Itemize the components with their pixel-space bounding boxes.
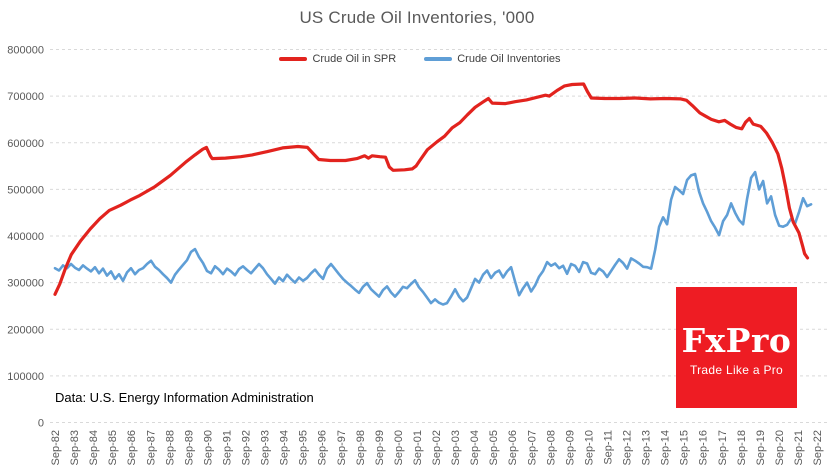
data-source-note: Data: U.S. Energy Information Administra…	[55, 390, 314, 405]
y-axis-tick-label: 600000	[7, 138, 44, 150]
x-axis-tick-label: Sep-20	[774, 430, 786, 465]
series-line-crude-oil-in-spr	[53, 82, 810, 296]
fxpro-logo: FxPro Trade Like a Pro	[676, 287, 797, 408]
legend-line-swatch	[279, 57, 308, 61]
legend-item: Crude Oil in SPR	[279, 53, 396, 65]
x-axis-tick-label: Sep-92	[241, 430, 253, 465]
x-axis-tick-label: Sep-86	[126, 430, 138, 465]
chart-title: US Crude Oil Inventories, '000	[299, 8, 535, 27]
x-axis-tick-label: Sep-85	[107, 430, 119, 465]
x-axis-tick-label: Sep-87	[145, 430, 157, 465]
y-axis-tick-label: 0	[38, 418, 44, 430]
x-axis-tick-label: Sep-93	[260, 430, 272, 465]
x-axis-tick-label: Sep-15	[679, 430, 691, 465]
x-axis-tick-label: Sep-83	[69, 430, 81, 465]
x-axis-tick-label: Sep-99	[374, 430, 386, 465]
x-axis-tick-label: Sep-01	[412, 430, 424, 465]
y-axis-tick-label: 700000	[7, 91, 44, 103]
y-axis-tick-label: 800000	[7, 45, 44, 57]
x-axis-tick-label: Sep-10	[583, 430, 595, 465]
x-axis-tick-label: Sep-05	[488, 430, 500, 465]
legend-label: Crude Oil Inventories	[457, 53, 561, 65]
y-axis-tick-label: 500000	[7, 184, 44, 196]
x-axis-tick-label: Sep-12	[622, 430, 634, 465]
x-axis-tick-label: Sep-06	[507, 430, 519, 465]
x-axis-tick-label: Sep-02	[431, 430, 443, 465]
y-axis-tick-label: 200000	[7, 324, 44, 336]
y-axis-tick-label: 300000	[7, 278, 44, 290]
x-axis-tick-label: Sep-22	[812, 430, 824, 465]
x-axis-tick-label: Sep-13	[641, 430, 653, 465]
y-axis-tick-label: 400000	[7, 231, 44, 243]
x-axis-tick-label: Sep-97	[336, 430, 348, 465]
x-axis-tick-label: Sep-91	[221, 430, 233, 465]
x-axis-tick-label: Sep-04	[469, 430, 481, 465]
series-line-crude-oil-inventories	[53, 170, 813, 306]
x-axis-tick-label: Sep-08	[545, 430, 557, 465]
fxpro-wordmark: FxPro	[681, 321, 792, 360]
x-axis-tick-label: Sep-16	[698, 430, 710, 465]
x-axis-tick-label: Sep-82	[50, 430, 62, 465]
x-axis-tick-label: Sep-21	[793, 430, 805, 465]
x-axis-tick-label: Sep-18	[736, 430, 748, 465]
x-axis-tick-label: Sep-14	[660, 430, 672, 465]
x-axis-tick-label: Sep-09	[564, 430, 576, 465]
x-axis-tick-label: Sep-96	[317, 430, 329, 465]
x-axis-tick-label: Sep-17	[717, 430, 729, 465]
x-axis-tick-label: Sep-94	[279, 430, 291, 465]
x-axis-tick-label: Sep-07	[526, 430, 538, 465]
y-axis-tick-label: 100000	[7, 371, 44, 383]
x-axis-tick-label: Sep-88	[164, 430, 176, 465]
x-axis-tick-label: Sep-11	[602, 430, 614, 465]
fxpro-tagline: Trade Like a Pro	[689, 363, 784, 377]
x-axis-tick-label: Sep-00	[393, 430, 405, 465]
x-axis-tick-label: Sep-95	[298, 430, 310, 465]
x-axis-tick-label: Sep-89	[183, 430, 195, 465]
legend-line-swatch	[424, 57, 453, 61]
legend-label: Crude Oil in SPR	[312, 53, 397, 65]
x-axis-tick-label: Sep-98	[355, 430, 367, 465]
x-axis-tick-label: Sep-19	[755, 430, 767, 465]
x-axis-tick-label: Sep-90	[202, 430, 214, 465]
x-axis-tick-label: Sep-03	[450, 430, 462, 465]
legend-item: Crude Oil Inventories	[424, 53, 561, 65]
chart-legend: Crude Oil in SPR Crude Oil Inventories	[0, 53, 834, 65]
x-axis-tick-label: Sep-84	[88, 430, 100, 465]
